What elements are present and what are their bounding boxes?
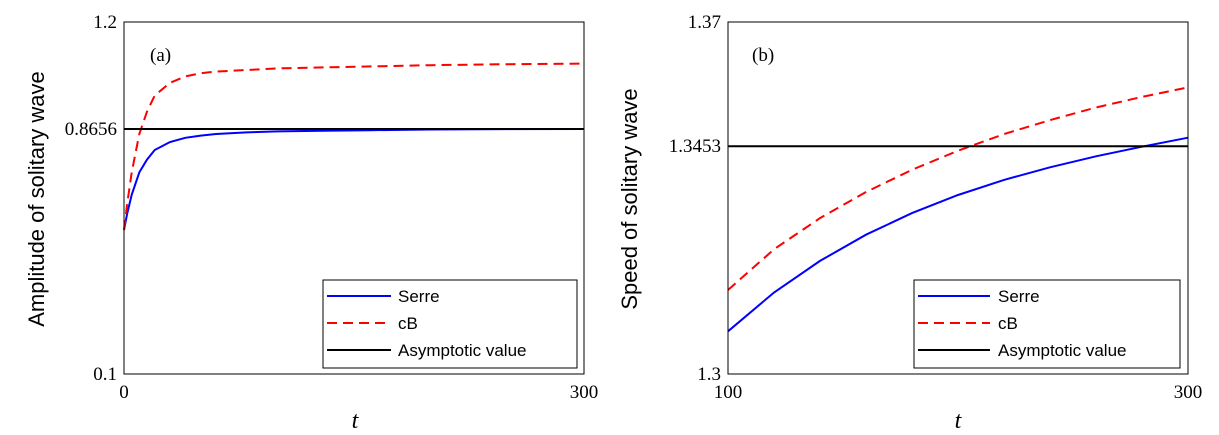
legend-label-cb: cB xyxy=(398,314,418,333)
legend-label-serre: Serre xyxy=(998,287,1040,306)
series-line-cb xyxy=(123,62,585,231)
chart-panel-b: Speed of solitary wave t (b) 100 300 1.3 1.… xyxy=(617,12,1202,434)
legend-label-cb: cB xyxy=(998,314,1018,333)
y-tick-label: 0.8656 xyxy=(65,119,117,140)
y-tick-label: 0.1 xyxy=(93,364,117,385)
y-tick-label: 1.3 xyxy=(697,364,721,385)
legend: Serre cB Asymptotic value xyxy=(322,279,578,369)
plot-frame xyxy=(727,21,1189,375)
axis-ticks: 0 300 0.1 0.8656 1.2 xyxy=(65,12,599,403)
y-axis-label: Amplitude of solitary wave xyxy=(24,71,49,327)
x-tick-label: 300 xyxy=(1174,382,1203,403)
series-line-cb xyxy=(727,86,1189,291)
y-tick-label: 1.3453 xyxy=(669,136,721,157)
x-tick-label: 300 xyxy=(570,382,599,403)
series-line-serre xyxy=(727,136,1189,333)
panel-label: (b) xyxy=(752,45,774,66)
x-axis-label: t xyxy=(352,408,360,434)
legend: Serre cB Asymptotic value xyxy=(913,279,1181,369)
axis-ticks: 100 300 1.3 1.3453 1.37 xyxy=(669,12,1203,403)
x-tick-label: 0 xyxy=(119,382,129,403)
x-tick-label: 100 xyxy=(714,382,743,403)
y-tick-label: 1.37 xyxy=(688,12,721,33)
plot-frame xyxy=(123,21,585,375)
y-axis-label: Speed of solitary wave xyxy=(617,88,642,309)
panel-label: (a) xyxy=(150,45,171,66)
series-line-serre xyxy=(123,128,585,231)
legend-label-asymptotic: Asymptotic value xyxy=(998,341,1127,360)
x-axis-label: t xyxy=(955,408,963,434)
chart-panel-a: Amplitude of solitary wave t (a) 0 300 0.1… xyxy=(24,12,598,434)
plot-area xyxy=(727,86,1189,333)
plot-area xyxy=(123,62,585,231)
legend-label-asymptotic: Asymptotic value xyxy=(398,341,527,360)
legend-label-serre: Serre xyxy=(398,287,440,306)
y-tick-label: 1.2 xyxy=(93,12,117,33)
